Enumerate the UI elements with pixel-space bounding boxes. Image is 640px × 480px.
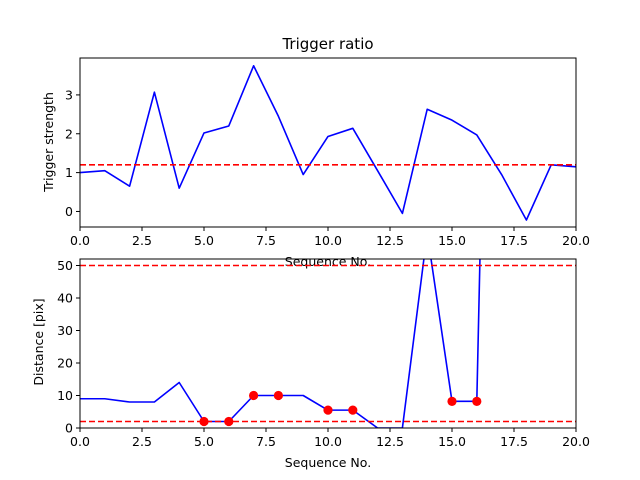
x-tick-label: 12.5 [376,233,404,248]
y-tick-label: 30 [57,323,73,338]
x-tick-label: 10.0 [314,434,342,449]
x-axis-label: Sequence No. [285,455,371,470]
chart-title: Trigger ratio [281,35,373,53]
data-point-marker [199,416,209,427]
y-tick-label: 1 [65,165,73,180]
data-point-marker [323,405,333,415]
trigger-ratio-plot: Trigger ratio Trigger strength Sequence … [41,35,590,269]
y-tick-label: 20 [57,356,73,371]
x-tick-label: 15.0 [438,233,466,248]
x-tick-label: 0.0 [70,233,90,248]
plot-area [80,259,576,428]
x-tick-label: 20.0 [562,233,590,248]
y-tick-label: 3 [65,87,73,102]
plot-area [80,64,576,221]
x-tick-label: 5.0 [194,233,214,248]
data-point-marker [472,396,482,406]
y-tick-label: 10 [57,388,73,403]
x-tick-label: 17.5 [500,233,528,248]
x-tick-label: 12.5 [376,434,404,449]
y-axis-label: Trigger strength [41,92,56,193]
series-line [80,259,481,428]
y-tick-label: 50 [57,258,73,273]
x-tick-label: 7.5 [256,233,276,248]
x-tick-label: 20.0 [562,434,590,449]
x-tick-label: 2.5 [132,233,152,248]
x-tick-label: 2.5 [132,434,152,449]
data-point-marker [224,416,234,427]
distance-plot: Distance [pix] Sequence No. 0.0 2.5 5.0 7.5… [31,258,590,470]
x-tick-label: 5.0 [194,434,214,449]
series-line [80,64,576,221]
y-tick-label: 40 [57,291,73,306]
x-tick-label: 17.5 [500,434,528,449]
x-axis-label: Sequence No. [285,254,371,269]
x-tick-label: 0.0 [70,434,90,449]
data-point-marker [348,405,358,415]
data-point-marker [273,390,283,401]
x-tick-label: 15.0 [438,434,466,449]
axes-frame [79,57,577,228]
y-tick-label: 0 [65,204,73,219]
x-tick-label: 10.0 [314,233,342,248]
y-tick-label: 2 [65,126,73,141]
x-tick-label: 7.5 [256,434,276,449]
data-point-marker [447,396,457,406]
y-axis-label: Distance [pix] [31,298,46,385]
data-point-marker [249,390,259,401]
y-tick-label: 0 [65,421,73,436]
